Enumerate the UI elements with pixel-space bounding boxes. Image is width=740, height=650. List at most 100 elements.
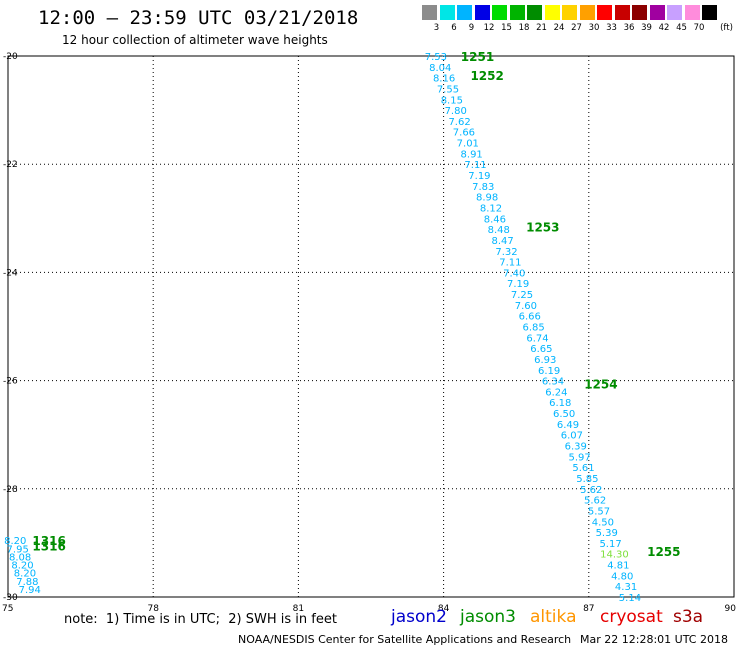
wave-height-value: 7.32 bbox=[495, 247, 517, 258]
wave-height-value: 7.66 bbox=[453, 128, 475, 139]
legend-swatch bbox=[527, 5, 542, 20]
mission-altika: altika bbox=[530, 607, 577, 627]
wave-height-value: 8.98 bbox=[476, 193, 498, 204]
track-number: 1252 bbox=[470, 69, 503, 83]
wave-height-value: 6.19 bbox=[538, 366, 560, 377]
legend-label: 9 bbox=[468, 23, 475, 33]
legend-label: 70 bbox=[693, 23, 705, 33]
legend-label: 24 bbox=[553, 23, 565, 33]
x-tick-label: 78 bbox=[147, 604, 159, 614]
legend-swatch bbox=[422, 5, 437, 20]
legend-label: 33 bbox=[606, 23, 617, 33]
wave-height-value: 6.50 bbox=[553, 409, 575, 420]
wave-height-value: 7.19 bbox=[468, 171, 490, 182]
legend-label: 21 bbox=[536, 23, 547, 33]
legend-label: 3 bbox=[433, 23, 440, 33]
wave-height-value: 5.14 bbox=[619, 593, 641, 604]
wave-height-value: 7.01 bbox=[457, 139, 479, 150]
wave-height-value: 4.81 bbox=[607, 561, 629, 572]
chart-subtitle: 12 hour collection of altimeter wave hei… bbox=[62, 33, 328, 47]
legend-swatch bbox=[684, 5, 700, 20]
wave-height-value: 5.57 bbox=[588, 506, 610, 517]
legend-swatch bbox=[544, 5, 560, 20]
wave-height-value: 7.62 bbox=[448, 117, 470, 128]
wave-height-value: 7.80 bbox=[445, 106, 467, 117]
wave-height-value: 8.16 bbox=[433, 74, 455, 85]
wave-height-value: 6.66 bbox=[519, 312, 541, 323]
wave-height-value: 6.49 bbox=[557, 420, 579, 431]
legend-swatch bbox=[457, 5, 472, 20]
legend-swatch bbox=[649, 5, 665, 20]
wave-height-value: 8.20 bbox=[4, 536, 26, 547]
track-number: 1316 bbox=[32, 540, 65, 554]
wave-height-value: 8.46 bbox=[484, 214, 506, 225]
legend-swatch bbox=[492, 5, 507, 20]
x-tick-label: 84 bbox=[438, 604, 450, 614]
wave-height-value: 5.62 bbox=[580, 485, 602, 496]
legend-label: 45 bbox=[676, 23, 687, 33]
plot-frame bbox=[7, 55, 735, 598]
legend-swatch bbox=[509, 5, 525, 20]
mission-jason2: jason2 bbox=[391, 607, 447, 627]
track-number: 1316 bbox=[32, 534, 65, 548]
wave-height-value: 7.83 bbox=[472, 182, 494, 193]
y-tick-label: -26 bbox=[3, 377, 18, 387]
wave-height-value: 6.24 bbox=[545, 387, 567, 398]
wave-height-value: 7.11 bbox=[464, 160, 486, 171]
wave-height-value: 8.48 bbox=[488, 225, 510, 236]
wave-height-value: 7.94 bbox=[19, 585, 41, 596]
wave-height-value: 5.97 bbox=[568, 452, 590, 463]
wave-height-value: 5.17 bbox=[599, 539, 621, 550]
wave-height-value: 7.19 bbox=[507, 279, 529, 290]
legend-swatch bbox=[597, 5, 612, 20]
wave-height-value: 6.65 bbox=[530, 344, 552, 355]
wave-height-value: 6.93 bbox=[534, 355, 556, 366]
legend-label: 15 bbox=[501, 23, 512, 33]
x-tick-label: 87 bbox=[583, 604, 594, 614]
wave-height-value: 8.20 bbox=[11, 561, 33, 572]
legend-swatch bbox=[667, 5, 682, 20]
wave-height-value: 5.39 bbox=[596, 528, 618, 539]
mission-cryosat: cryosat bbox=[600, 607, 663, 627]
wave-height-value: 7.53 bbox=[425, 52, 447, 63]
wave-height-value: 6.07 bbox=[561, 431, 583, 442]
wave-height-value: 8.15 bbox=[441, 95, 463, 106]
legend-label: 18 bbox=[518, 23, 530, 33]
wave-height-value: 4.80 bbox=[611, 571, 633, 582]
y-tick-label: -28 bbox=[3, 485, 18, 495]
legend-label: 36 bbox=[623, 23, 635, 33]
legend-swatch bbox=[562, 5, 577, 20]
wave-height-value: 8.12 bbox=[480, 203, 502, 214]
wave-height-value: 8.20 bbox=[14, 569, 36, 580]
legend-swatch bbox=[632, 5, 647, 20]
x-tick-label: 90 bbox=[725, 604, 737, 614]
y-tick-label: -22 bbox=[3, 160, 18, 170]
legend-label: 12 bbox=[483, 23, 495, 33]
track-number: 1255 bbox=[647, 545, 680, 559]
legend-label: 27 bbox=[571, 23, 582, 33]
wave-height-value: 7.40 bbox=[503, 268, 525, 279]
footer-note: note: 1) Time is in UTC; 2) SWH is in fe… bbox=[64, 612, 337, 627]
track-number: 1254 bbox=[584, 377, 617, 391]
track-number: 1251 bbox=[461, 50, 494, 64]
legend-swatch bbox=[614, 5, 630, 20]
y-tick-label: -24 bbox=[3, 268, 18, 278]
x-tick-label: 75 bbox=[2, 604, 13, 614]
mission-s3a: s3a bbox=[673, 607, 704, 627]
wave-height-value: 6.39 bbox=[565, 442, 587, 453]
wave-height-value: 6.18 bbox=[549, 398, 571, 409]
legend-swatch bbox=[474, 5, 490, 20]
legend-label: 42 bbox=[658, 23, 670, 33]
wave-height-value: 8.91 bbox=[461, 149, 483, 160]
legend-swatch bbox=[702, 5, 717, 20]
legend-label: 30 bbox=[588, 23, 600, 33]
mission-jason3: jason3 bbox=[460, 607, 516, 627]
credit-text: NOAA/NESDIS Center for Satellite Applica… bbox=[238, 633, 572, 646]
y-tick-label: -20 bbox=[3, 52, 18, 62]
y-tick-label: -30 bbox=[3, 593, 18, 603]
wave-height-value: 6.85 bbox=[522, 323, 544, 334]
wave-height-value: 14.30 bbox=[600, 550, 629, 561]
wave-height-value: 7.25 bbox=[511, 290, 533, 301]
wave-height-value: 8.47 bbox=[492, 236, 514, 247]
legend-label: 39 bbox=[641, 23, 652, 33]
